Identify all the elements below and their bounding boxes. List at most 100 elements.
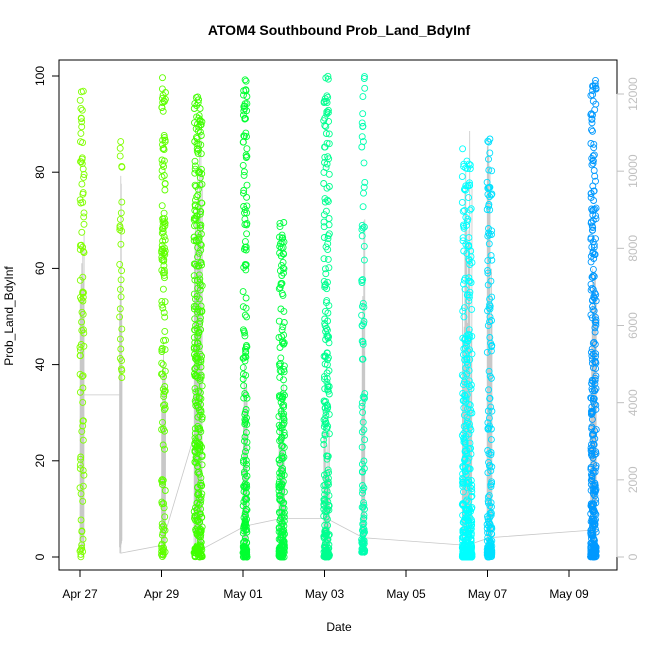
data-point <box>484 267 492 274</box>
data-point <box>360 529 368 537</box>
data-point <box>587 140 595 147</box>
data-point <box>324 240 332 248</box>
data-point <box>191 181 199 189</box>
data-point <box>358 232 366 240</box>
data-point <box>196 553 204 561</box>
data-point <box>276 284 284 291</box>
data-point <box>161 445 168 453</box>
data-point <box>194 422 202 430</box>
data-point <box>323 378 331 386</box>
data-point <box>160 544 168 552</box>
data-point <box>485 519 493 527</box>
data-point <box>483 206 491 213</box>
data-point <box>488 167 496 175</box>
data-point <box>195 489 202 497</box>
data-point <box>158 346 166 354</box>
data-point <box>160 500 168 507</box>
data-point <box>280 509 288 517</box>
data-point <box>590 490 598 498</box>
data-point <box>321 159 328 166</box>
data-point <box>160 309 168 317</box>
data-point <box>79 482 87 490</box>
data-point <box>240 468 248 476</box>
data-point <box>324 232 332 240</box>
data-point <box>488 479 496 487</box>
data-point <box>276 473 284 481</box>
data-point <box>589 82 597 90</box>
data-point <box>160 504 168 512</box>
data-point <box>467 381 475 389</box>
data-point <box>193 438 201 445</box>
data-point <box>485 138 493 146</box>
data-point <box>462 544 470 552</box>
data-point <box>320 436 328 444</box>
data-point <box>590 167 598 174</box>
data-point <box>322 474 330 482</box>
data-point <box>487 252 495 260</box>
data-point <box>278 395 286 403</box>
data-point <box>195 444 202 452</box>
data-point <box>487 539 495 547</box>
data-point <box>468 521 475 529</box>
data-point <box>241 433 249 441</box>
data-point <box>486 502 494 510</box>
data-point <box>118 227 126 235</box>
data-point <box>278 367 285 375</box>
data-point <box>192 526 200 534</box>
data-point <box>191 365 199 373</box>
data-point <box>161 526 169 534</box>
data-point <box>197 165 205 173</box>
data-point <box>196 317 204 325</box>
data-point <box>118 357 126 365</box>
data-point <box>324 72 332 80</box>
data-point <box>588 273 596 281</box>
data-point <box>241 352 249 360</box>
data-point <box>465 477 473 485</box>
data-point <box>192 455 200 463</box>
secondary-y-tick-label: 0 <box>626 553 640 560</box>
data-point <box>325 117 333 125</box>
data-point <box>159 418 166 426</box>
y-tick-label: 0 <box>33 553 47 560</box>
data-point <box>321 352 329 360</box>
data-point <box>240 263 248 271</box>
data-point <box>241 420 249 428</box>
data-point <box>78 372 86 380</box>
data-point <box>487 347 495 355</box>
data-point <box>592 385 600 393</box>
data-point <box>591 328 599 336</box>
data-point <box>320 223 328 231</box>
data-point <box>321 521 329 529</box>
data-point <box>241 311 249 319</box>
data-point <box>360 303 368 311</box>
data-point <box>587 348 595 356</box>
data-point <box>588 126 595 134</box>
data-point <box>589 296 597 304</box>
data-point <box>466 277 474 285</box>
data-point <box>116 335 124 343</box>
data-point <box>78 318 86 326</box>
data-point <box>466 179 473 187</box>
data-point <box>485 450 493 458</box>
data-point <box>77 158 85 166</box>
data-point <box>589 387 597 395</box>
data-point <box>325 502 333 510</box>
data-point <box>160 256 168 264</box>
data-point <box>195 233 203 241</box>
data-point <box>484 137 492 145</box>
data-point <box>243 193 251 201</box>
data-point <box>324 505 332 513</box>
data-point <box>280 414 288 422</box>
data-point <box>158 348 166 355</box>
data-point <box>190 233 198 241</box>
data-point <box>358 321 366 329</box>
data-point <box>467 541 475 549</box>
data-point <box>78 154 86 162</box>
data-point <box>194 469 202 477</box>
data-point <box>589 127 596 135</box>
data-point <box>190 105 198 112</box>
data-point <box>324 235 332 243</box>
data-point <box>358 428 366 436</box>
data-point <box>589 211 597 219</box>
data-point <box>79 310 87 318</box>
